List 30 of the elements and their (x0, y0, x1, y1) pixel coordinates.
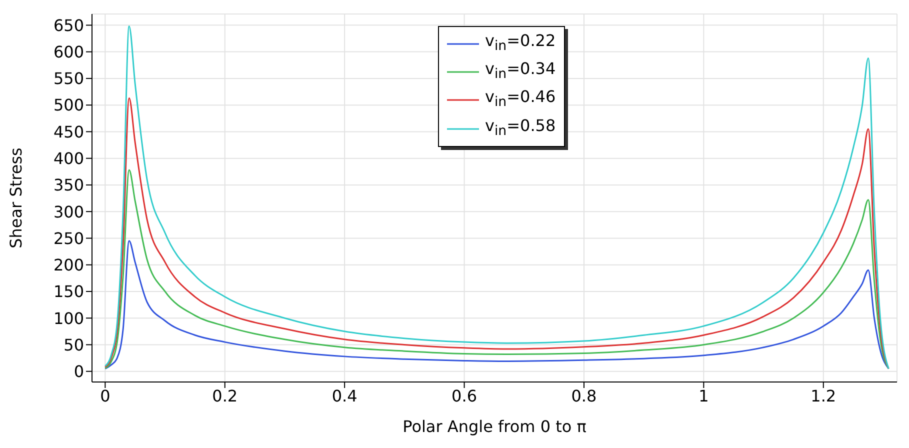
legend-label: v$_{in}$=0.34 (485, 58, 556, 84)
x-tick-label: 0.2 (212, 386, 238, 406)
x-axis-title: Polar Angle from 0 to π (402, 417, 587, 436)
y-axis-title: Shear Stress (6, 148, 26, 248)
y-tick-label: 500 (53, 96, 84, 115)
x-tick-label: 1 (698, 386, 709, 406)
x-tick-label: 0.8 (571, 386, 597, 406)
y-tick-label: 250 (53, 228, 84, 248)
x-tick-label: 1.2 (810, 386, 836, 406)
y-tick-label: 650 (53, 16, 84, 35)
x-tick-label: 0.6 (452, 386, 477, 406)
legend-label: v$_{in}$=0.22 (485, 30, 556, 56)
y-tick-label: 400 (53, 149, 84, 168)
y-tick-label: 0 (74, 362, 84, 382)
y-tick-label: 100 (53, 308, 84, 328)
line-series (104, 240, 890, 370)
y-tick-label: 50 (64, 335, 84, 354)
x-tick-label: 0 (100, 386, 110, 406)
y-tick-label: 200 (53, 256, 84, 275)
y-tick-label: 350 (53, 176, 84, 195)
x-tick-label: 0.4 (332, 386, 358, 406)
line-series (104, 26, 890, 370)
line-series (104, 169, 890, 370)
legend-label: v$_{in}$=0.46 (485, 86, 556, 113)
y-tick-label: 550 (53, 69, 84, 88)
y-tick-label: 150 (53, 282, 84, 302)
legend-label: v$_{in}$=0.58 (485, 114, 556, 141)
y-tick-label: 300 (53, 202, 84, 222)
y-tick-label: 450 (53, 122, 84, 142)
y-tick-label: 600 (53, 42, 84, 62)
